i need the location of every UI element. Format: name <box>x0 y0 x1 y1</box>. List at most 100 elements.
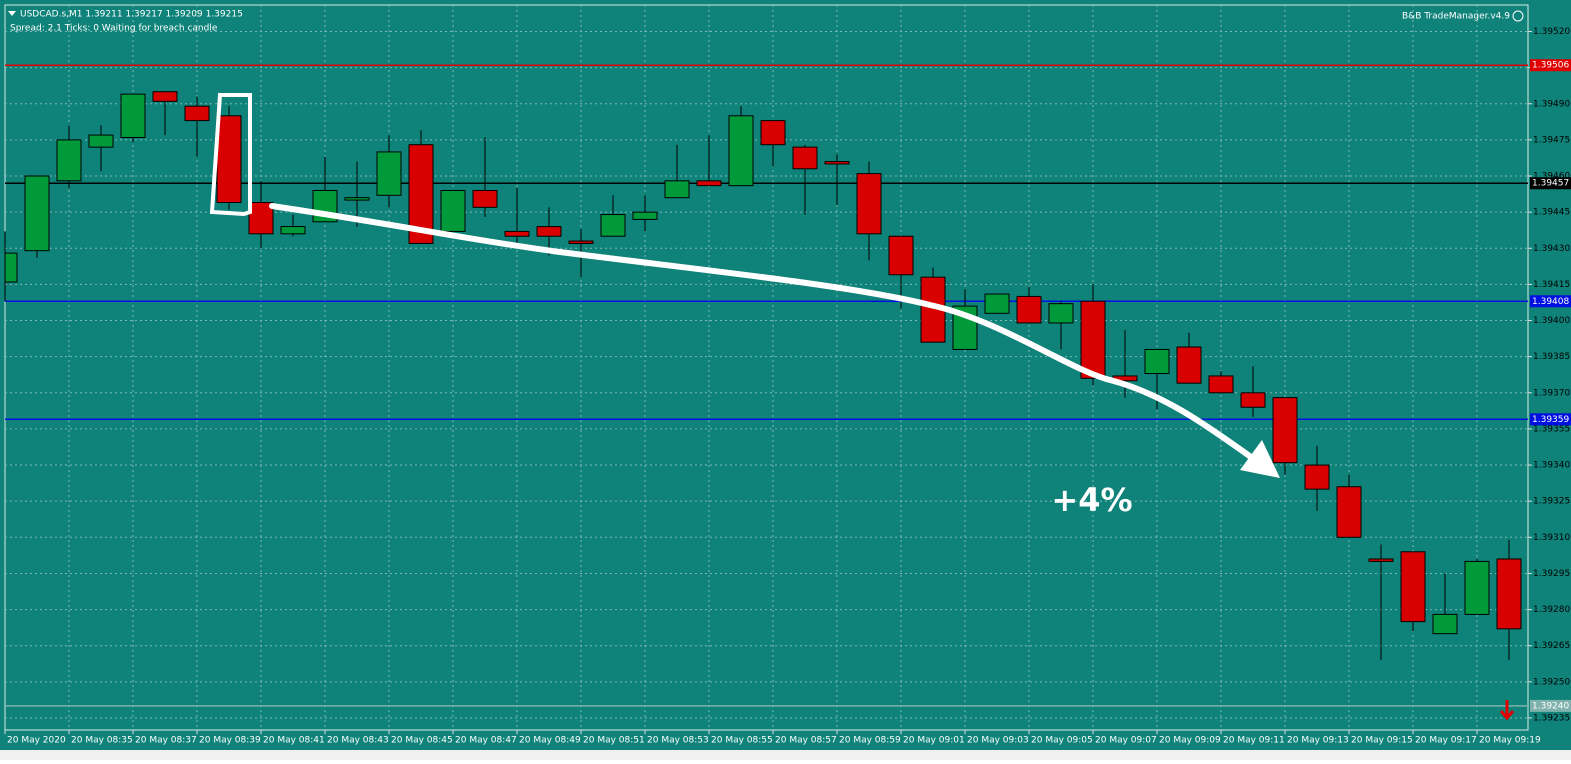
x-tick-label: 20 May 09:11 <box>1223 736 1285 746</box>
candle-body <box>1176 346 1202 384</box>
candle-body <box>1048 303 1074 324</box>
x-tick-label: 20 May 08:39 <box>199 736 261 746</box>
level-label: 1.39408 <box>1532 297 1569 307</box>
menu-triangle[interactable] <box>8 11 16 16</box>
x-tick-label: 20 May 08:35 <box>71 736 133 746</box>
y-tick-label: 1.39400 <box>1533 316 1570 326</box>
x-tick-label: 20 May 09:03 <box>967 736 1029 746</box>
x-tick-label: 20 May 09:01 <box>903 736 965 746</box>
x-tick-label: 20 May 08:47 <box>455 736 517 746</box>
candle-body <box>1400 551 1426 623</box>
candle-body <box>1240 392 1266 408</box>
y-tick-label: 1.39355 <box>1533 424 1570 434</box>
x-tick-label: 20 May 08:37 <box>135 736 197 746</box>
y-tick-label: 1.39235 <box>1533 713 1570 723</box>
candle-body <box>1464 560 1490 615</box>
candle-body <box>632 211 658 220</box>
candle-body <box>4 252 18 283</box>
y-tick-label: 1.39475 <box>1533 135 1570 145</box>
y-tick-label: 1.39520 <box>1533 27 1570 37</box>
x-tick-label: 20 May 09:15 <box>1351 736 1413 746</box>
candle-body <box>728 115 754 187</box>
annotation: +4% <box>1051 481 1132 519</box>
candle-body <box>120 93 146 138</box>
level-label: 1.39359 <box>1532 415 1569 425</box>
y-tick-label: 1.39370 <box>1533 388 1570 398</box>
candle-body <box>152 91 178 102</box>
x-tick-label: 20 May 09:19 <box>1479 736 1541 746</box>
candle-body <box>1016 295 1042 324</box>
level-label: 1.39240 <box>1532 701 1569 711</box>
candle-body <box>1272 397 1298 464</box>
candle-body <box>1336 486 1362 538</box>
x-tick-label: 20 May 2020 <box>7 736 66 746</box>
highlight-box <box>209 93 252 217</box>
x-tick-label: 20 May 09:13 <box>1287 736 1349 746</box>
candle-body <box>1080 300 1106 379</box>
x-tick-label: 20 May 09:17 <box>1415 736 1477 746</box>
candle-body <box>888 235 914 276</box>
candle-body <box>56 139 82 182</box>
y-tick-label: 1.39415 <box>1533 280 1570 290</box>
x-tick-label: 20 May 08:53 <box>647 736 709 746</box>
candle-body <box>760 120 786 146</box>
y-tick-label: 1.39310 <box>1533 533 1570 543</box>
candle-body <box>280 226 306 235</box>
hand-arrow <box>269 203 1265 468</box>
candle-body <box>1368 558 1394 562</box>
y-tick-label: 1.39430 <box>1533 244 1570 254</box>
x-tick-label: 20 May 08:49 <box>519 736 581 746</box>
candle-body <box>568 240 594 244</box>
x-tick-label: 20 May 08:59 <box>839 736 901 746</box>
candle-body <box>696 180 722 187</box>
x-tick-label: 20 May 08:51 <box>583 736 645 746</box>
candle-body <box>440 189 466 232</box>
level-label-box <box>1530 413 1571 426</box>
level-label: 1.39457 <box>1532 179 1569 189</box>
symbol-line: USDCAD.s,M1 1.39211 1.39217 1.39209 1.39… <box>20 10 243 20</box>
y-tick-label: 1.39295 <box>1533 569 1570 579</box>
candle-body <box>1304 464 1330 490</box>
y-tick-label: 1.39265 <box>1533 641 1570 651</box>
x-tick-label: 20 May 08:45 <box>391 736 453 746</box>
y-tick-label: 1.39490 <box>1533 99 1570 109</box>
candle-body <box>88 134 114 148</box>
candle-body <box>856 173 882 235</box>
candle-body <box>1496 558 1522 630</box>
candle-body <box>536 226 562 237</box>
y-tick-label: 1.39250 <box>1533 677 1570 687</box>
y-tick-label: 1.39280 <box>1533 605 1570 615</box>
x-tick-label: 20 May 08:57 <box>775 736 837 746</box>
down-arrow-icon <box>1499 700 1515 721</box>
candle-body <box>824 161 850 165</box>
candle-body <box>1432 613 1458 635</box>
x-tick-label: 20 May 09:07 <box>1095 736 1157 746</box>
candle-body <box>408 144 434 244</box>
y-tick-label: 1.39445 <box>1533 208 1570 218</box>
candle-body <box>664 180 690 199</box>
status-line: Spread: 2.1 Ticks: 0 Waiting for breach … <box>10 24 218 34</box>
plot-frame <box>4 4 1529 731</box>
hand-arrow-head <box>1240 440 1280 478</box>
smiley-icon[interactable] <box>1512 10 1524 22</box>
y-tick-label: 1.39325 <box>1533 497 1570 507</box>
level-label-box <box>1530 295 1571 308</box>
candle-body <box>24 175 50 252</box>
x-tick-label: 20 May 08:41 <box>263 736 325 746</box>
candle-body <box>504 230 530 237</box>
level-label-box <box>1530 699 1571 712</box>
level-label: 1.39506 <box>1532 61 1569 71</box>
candle-body <box>344 197 370 201</box>
x-tick-label: 20 May 09:05 <box>1031 736 1093 746</box>
x-tick-label: 20 May 08:55 <box>711 736 773 746</box>
candle-body <box>600 214 626 237</box>
candle-body <box>984 293 1010 314</box>
scrollbar <box>0 750 1571 760</box>
candle-body <box>184 105 210 122</box>
x-tick-label: 20 May 09:09 <box>1159 736 1221 746</box>
indicator-name: B&B TradeManager.v4.9 <box>1402 12 1510 22</box>
candle-body <box>1144 348 1170 375</box>
candle-body <box>472 189 498 208</box>
